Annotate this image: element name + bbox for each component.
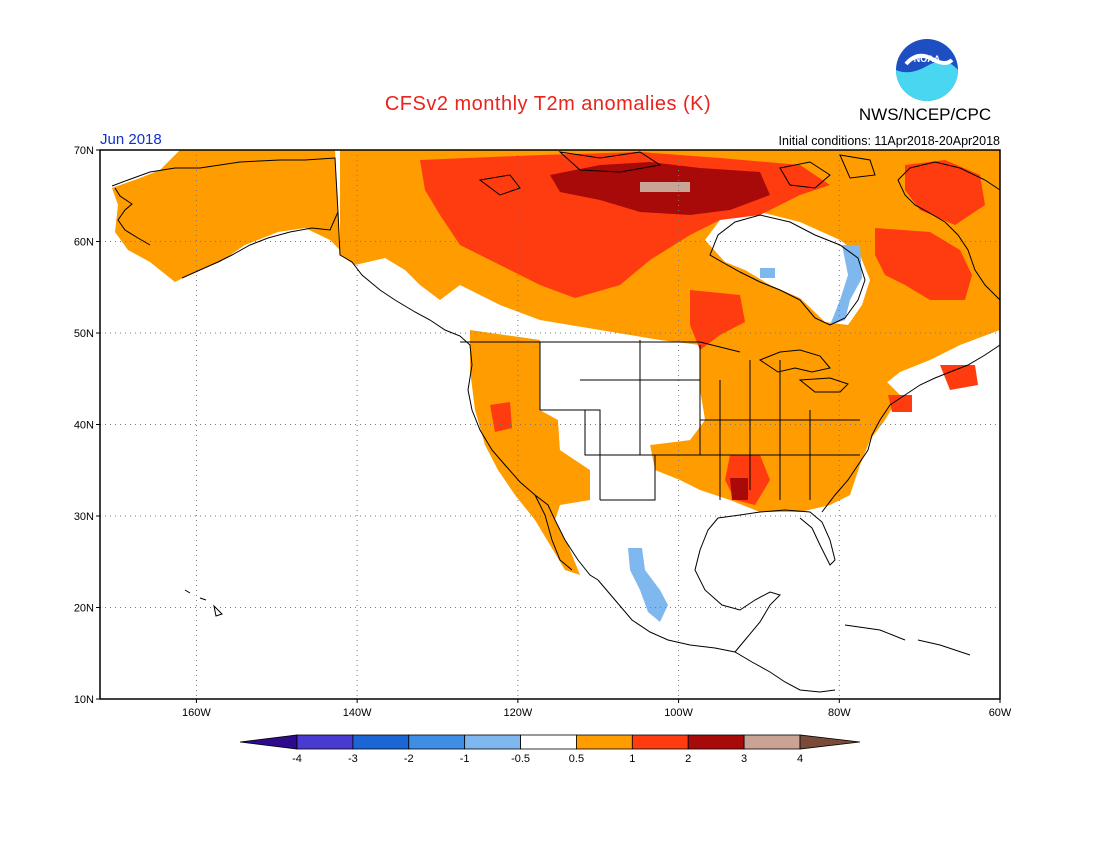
colorbar-segment (520, 734, 577, 750)
colorbar-segment (631, 734, 689, 750)
latitude-tick-label: 30N (74, 511, 94, 523)
longitude-tick-label: 160W (182, 707, 211, 719)
coastline-path (184, 589, 223, 617)
longitude-tick-label: 80W (828, 707, 851, 719)
colorbar-arrow-high (799, 734, 861, 750)
coastline-outlines (111, 151, 1001, 693)
coastline-path (111, 157, 396, 301)
colorbar-segment (687, 734, 745, 750)
noaa-logo: NOAA (896, 39, 958, 101)
anomaly-region-us-east (650, 340, 900, 512)
agency-label: NWS/NCEP/CPC (859, 105, 991, 124)
longitude-tick-labels: 160W 140W 120W 100W 80W 60W (182, 699, 1012, 719)
us-canada-border (460, 341, 741, 353)
colorbar-tick-label: 1 (629, 753, 635, 765)
colorbar-tick-label: 2 (685, 753, 691, 765)
anomaly-region-newengland-warm (888, 395, 912, 412)
colorbar-segment (296, 734, 354, 750)
colorbar-arrow-low (239, 734, 298, 750)
latitude-tick-labels: 70N 60N 50N 40N 30N 20N 10N (74, 145, 100, 706)
anomaly-region-northeast-warm (940, 365, 978, 390)
colorbar-tick-label: 3 (741, 753, 747, 765)
latitude-tick-label: 60N (74, 237, 94, 249)
map-gridlines (100, 150, 1000, 699)
coastline-path (709, 214, 866, 326)
colorbar-segment (576, 734, 633, 750)
forecast-period: Jun 2018 (100, 131, 162, 148)
anomaly-fill-layer (112, 150, 1000, 622)
anomaly-region-hudson-cool (830, 245, 862, 325)
colorbar-segment (408, 734, 466, 750)
colorbar-segment (464, 734, 521, 750)
colorbar-tick-label: -1 (460, 753, 470, 765)
longitude-tick-label: 140W (343, 707, 372, 719)
anomaly-region-us-west (470, 330, 590, 575)
initial-conditions: Initial conditions: 11Apr2018-20Apr2018 (779, 134, 1000, 148)
coastline-path (844, 624, 971, 656)
anomaly-region-greenland-warm (905, 160, 985, 225)
latitude-tick-label: 40N (74, 420, 94, 432)
anomaly-region-peak (640, 182, 690, 192)
chart-title: CFSv2 monthly T2m anomalies (K) (385, 93, 711, 115)
anomaly-region-quebec-warm (875, 228, 972, 300)
anomaly-region-southeast-core (730, 478, 748, 500)
colorbar-tick-label: -2 (404, 753, 414, 765)
latitude-tick-label: 50N (74, 328, 94, 340)
coastline-path (539, 340, 860, 501)
latitude-tick-label: 70N (74, 145, 94, 157)
coastline-path (597, 517, 836, 693)
coastline-path (717, 509, 836, 566)
anomaly-region-alaska (112, 150, 355, 282)
colorbar-tick-label: 0.5 (569, 753, 584, 765)
longitude-tick-label: 120W (503, 707, 532, 719)
anomaly-region-hudson-cool-2 (760, 268, 775, 278)
colorbar-tick-label: -3 (348, 753, 358, 765)
anomaly-region-ontario-warm (690, 290, 745, 350)
colorbar-tick-label: 4 (797, 753, 803, 765)
coastline-path (821, 344, 1001, 513)
colorbar-tick-label: -4 (292, 753, 302, 765)
colorbar-segment (743, 734, 801, 750)
coastline-path (897, 161, 1001, 301)
anomaly-region-mexico-cool (628, 548, 668, 622)
latitude-tick-label: 10N (74, 694, 94, 706)
colorbar-tick-label: -0.5 (511, 753, 530, 765)
longitude-tick-label: 60W (989, 707, 1012, 719)
longitude-tick-label: 100W (664, 707, 693, 719)
colorbar-segment (352, 734, 410, 750)
colorbar-legend: -4 -3 -2 -1 -0.5 0.5 1 2 3 4 (239, 734, 861, 765)
coastline-path (394, 299, 599, 581)
latitude-tick-label: 20N (74, 603, 94, 615)
noaa-logo-text: NOAA (914, 54, 941, 64)
coastline-path (758, 349, 849, 393)
coastline-path (478, 151, 876, 196)
